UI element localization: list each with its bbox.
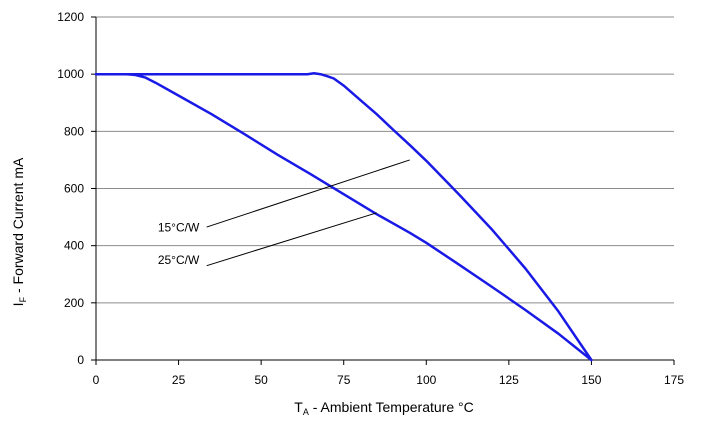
x-tick-label-6: 150 xyxy=(581,373,601,387)
annotation-line-0 xyxy=(206,159,410,228)
x-axis-label: TA - Ambient Temperature °C xyxy=(294,399,473,417)
series-line-1 xyxy=(94,72,593,362)
x-tick-label-1: 25 xyxy=(172,373,186,387)
annotations: 15°C/W 25°C/W xyxy=(158,159,410,267)
y-axis-label-rest: - Forward Current mA xyxy=(10,157,26,297)
x-tick-label-5: 125 xyxy=(499,373,519,387)
x-tick-label-3: 75 xyxy=(337,373,351,387)
x-tick-label-7: 175 xyxy=(664,373,684,387)
y-tick-label-0: 0 xyxy=(77,353,84,367)
y-axis-label: IF - Forward Current mA xyxy=(10,157,28,306)
annotation-label-1: 25°C/W xyxy=(158,253,200,267)
x-tick-label-2: 50 xyxy=(254,373,268,387)
y-tick-label-4: 800 xyxy=(64,124,84,138)
series-lines xyxy=(94,72,593,362)
series-line-0 xyxy=(94,72,593,362)
y-tick-label-2: 400 xyxy=(64,239,84,253)
axes xyxy=(91,16,675,365)
x-tick-label-4: 100 xyxy=(416,373,436,387)
y-tick-label-1: 200 xyxy=(64,296,84,310)
y-axis-label-sub: F xyxy=(18,296,28,302)
y-tick-label-6: 1200 xyxy=(57,10,84,24)
x-axis-label-rest: - Ambient Temperature °C xyxy=(309,399,474,415)
tick-labels: 0 200 400 600 800 1000 1200 0 25 50 75 100 125 150 175 xyxy=(57,10,684,387)
x-tick-label-0: 0 xyxy=(93,373,100,387)
y-tick-label-5: 1000 xyxy=(57,67,84,81)
annotation-label-0: 15°C/W xyxy=(158,220,200,234)
x-axis-label-main: T xyxy=(294,399,303,415)
annotation-line-1 xyxy=(206,212,377,267)
x-axis-label-sub: A xyxy=(303,407,309,417)
y-tick-label-3: 600 xyxy=(64,182,84,196)
y-axis-label-main: I xyxy=(10,302,26,306)
